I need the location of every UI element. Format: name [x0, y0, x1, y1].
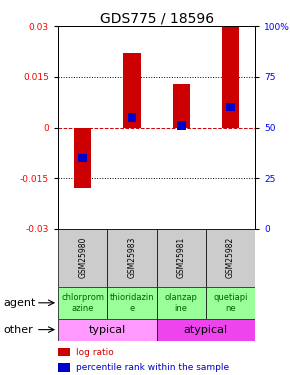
Text: quetiapi
ne: quetiapi ne [213, 293, 248, 312]
Text: GSM25980: GSM25980 [78, 237, 87, 279]
Bar [173, 84, 190, 128]
Bar [206, 229, 255, 287]
Text: thioridazin
e: thioridazin e [110, 293, 154, 312]
Bar [157, 319, 255, 340]
Text: GSM25982: GSM25982 [226, 237, 235, 278]
Text: atypical: atypical [184, 325, 228, 334]
Text: olanzap
ine: olanzap ine [165, 293, 198, 312]
Text: other: other [3, 325, 33, 334]
Bar [78, 154, 87, 162]
Text: percentile rank within the sample: percentile rank within the sample [76, 363, 229, 372]
Text: agent: agent [3, 298, 35, 308]
Text: chlorprom
azine: chlorprom azine [61, 293, 104, 312]
Text: log ratio: log ratio [76, 348, 113, 357]
Bar [128, 113, 136, 122]
Bar [157, 229, 206, 287]
Bar [58, 348, 70, 356]
Bar [107, 229, 157, 287]
Text: GSM25981: GSM25981 [177, 237, 186, 278]
Bar [58, 363, 70, 372]
Bar [123, 53, 141, 128]
Bar [74, 128, 91, 188]
Bar [58, 229, 107, 287]
Bar [177, 121, 186, 130]
Bar [226, 103, 235, 111]
Bar [107, 287, 157, 319]
Text: typical: typical [89, 325, 126, 334]
Bar [222, 26, 239, 128]
Text: GSM25983: GSM25983 [127, 237, 137, 279]
Bar [58, 319, 157, 340]
Title: GDS775 / 18596: GDS775 / 18596 [99, 11, 214, 25]
Bar [157, 287, 206, 319]
Bar [206, 287, 255, 319]
Bar [58, 287, 107, 319]
